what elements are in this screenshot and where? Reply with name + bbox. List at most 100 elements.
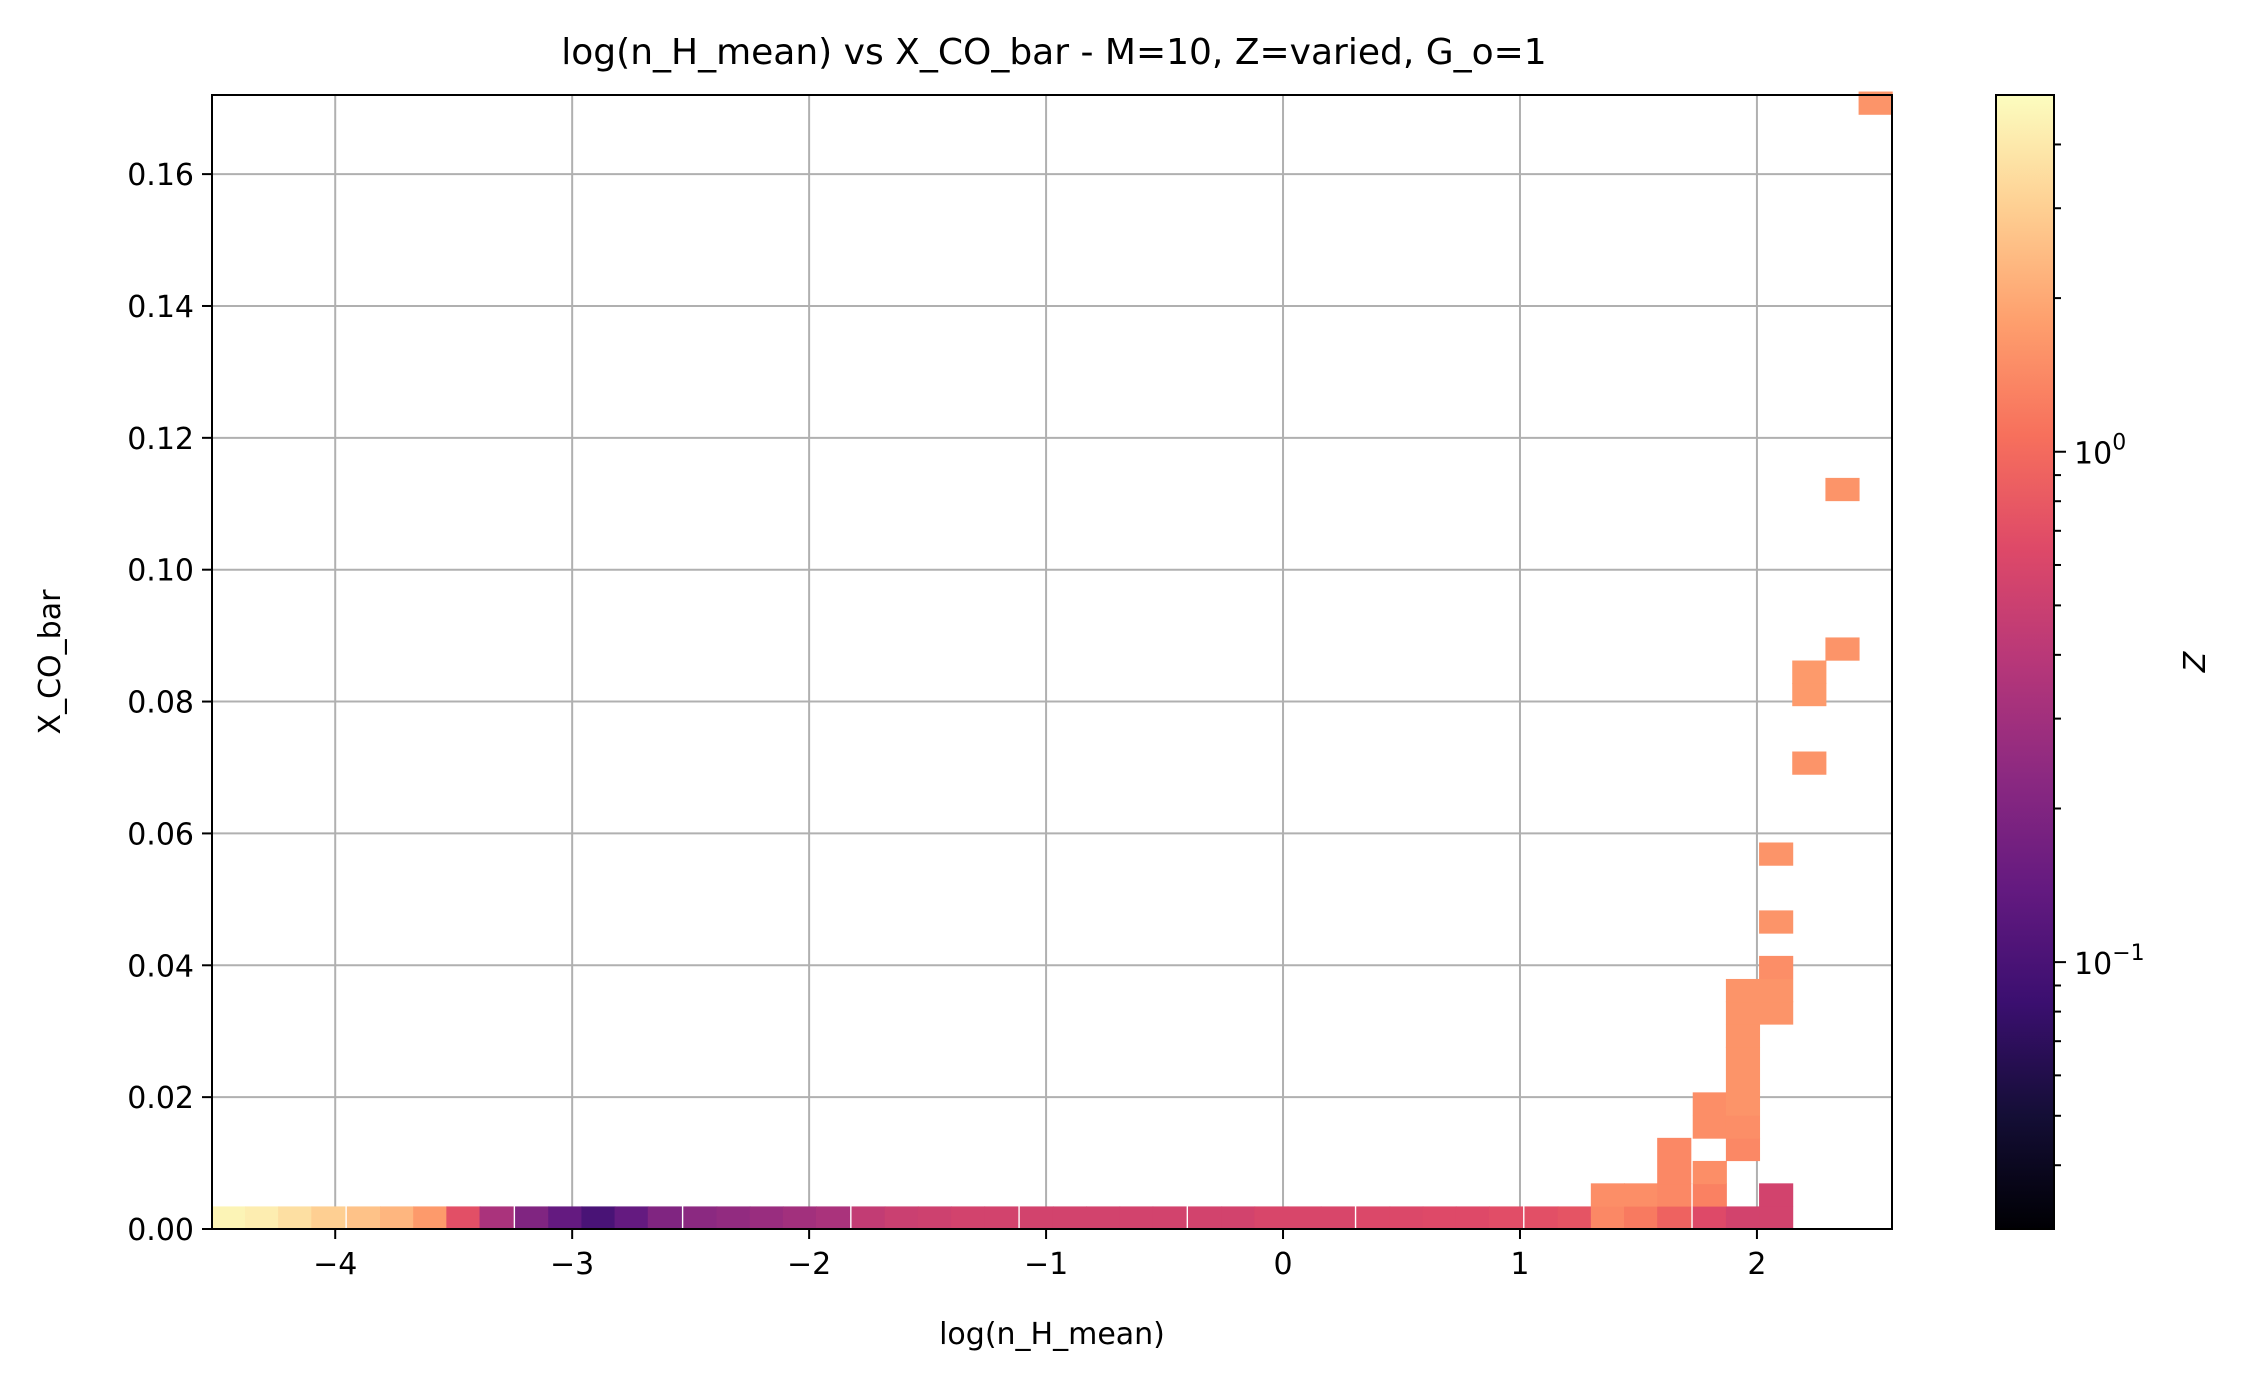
x-axis-label: log(n_H_mean)	[939, 1317, 1165, 1352]
colorbar-ticks: 10−1 100	[2054, 143, 2145, 1167]
x-tick-label: −4	[313, 1247, 357, 1282]
heatmap-cell	[1590, 1206, 1625, 1230]
heatmap-cell	[446, 1206, 481, 1230]
heatmap-cell	[581, 1206, 616, 1230]
x-tick-label: 0	[1273, 1247, 1292, 1282]
heatmap-cell	[1759, 910, 1794, 934]
heatmap-cell	[1759, 1183, 1794, 1207]
heatmap-cell	[1792, 751, 1827, 775]
plot-frame	[211, 94, 1893, 1230]
heatmap-cell	[1624, 1183, 1659, 1207]
heatmap-cell	[884, 1206, 919, 1230]
heatmap-cell	[1692, 1115, 1727, 1139]
y-tick-label: 0.00	[127, 1213, 194, 1248]
y-axis-label: X_CO_bar	[33, 589, 68, 735]
heatmap-cell	[1488, 1206, 1524, 1230]
heatmap-cell	[716, 1206, 751, 1230]
y-axis-ticks: 0.00 0.02 0.04 0.06 0.08 0.10 0.12 0.14 0.16	[127, 158, 212, 1248]
heatmap-cell	[278, 1206, 313, 1230]
heatmap-cell	[1422, 1206, 1457, 1230]
heatmap-cell	[1086, 1206, 1121, 1230]
heatmap-cell	[614, 1206, 649, 1230]
heatmap-cell	[1725, 1001, 1761, 1025]
heatmap-cell	[683, 1206, 718, 1230]
chart-title: log(n_H_mean) vs X_CO_bar - M=10, Z=vari…	[561, 32, 1546, 73]
heatmap-cell	[1792, 660, 1827, 684]
x-tick-label: −2	[787, 1247, 831, 1282]
y-tick-label: 0.12	[127, 422, 194, 457]
colorbar-tick-label: 10−1	[2074, 941, 2145, 982]
heatmap-cell	[1657, 1206, 1692, 1230]
heatmap-cell	[1052, 1206, 1088, 1230]
heatmap-cell	[1692, 1206, 1727, 1230]
y-tick-label: 0.06	[127, 817, 194, 852]
x-tick-label: −3	[550, 1247, 594, 1282]
heatmap-cell	[548, 1206, 583, 1230]
heatmap-cell	[1287, 1206, 1322, 1230]
heatmap-cell	[1759, 978, 1794, 1003]
y-tick-label: 0.08	[127, 686, 194, 721]
heatmap-cell	[1119, 1206, 1154, 1230]
heatmap-cell	[1725, 1069, 1761, 1094]
heatmap-cell	[1725, 1092, 1761, 1116]
heatmap-cell	[1825, 477, 1860, 502]
heatmap-cell	[515, 1206, 550, 1230]
heatmap-cell	[1858, 91, 1893, 115]
heatmap-cell	[1019, 1206, 1054, 1230]
heatmap-cell	[1725, 1206, 1761, 1230]
heatmap-cell	[211, 1206, 246, 1230]
heatmap-cell	[984, 1206, 1019, 1230]
heatmap-cell	[1657, 1183, 1692, 1207]
heatmap-cell	[782, 1206, 817, 1230]
heatmap-cell	[1759, 1206, 1794, 1230]
heatmap-cell	[1725, 1046, 1761, 1071]
heatmap-cell	[1657, 1160, 1692, 1185]
heatmap-cell	[1188, 1206, 1223, 1230]
heatmap-cell	[1759, 842, 1794, 866]
heatmap-cell	[380, 1206, 415, 1230]
colorbar	[1995, 94, 2055, 1230]
heatmap-cell	[1221, 1206, 1256, 1230]
heatmap-cell	[1725, 1115, 1761, 1139]
heatmap-cell	[244, 1206, 280, 1230]
heatmap-cell	[1725, 978, 1761, 1003]
heatmap-cell	[1725, 1137, 1761, 1162]
y-tick-label: 0.16	[127, 158, 194, 193]
heatmap-cell	[1254, 1206, 1289, 1230]
heatmap-cell	[1692, 1160, 1727, 1185]
heatmap-cell	[1524, 1206, 1559, 1230]
heatmap-cell	[311, 1206, 346, 1230]
heatmap-cell	[1320, 1206, 1355, 1230]
heatmap-cell	[951, 1206, 986, 1230]
heatmap-cell	[1152, 1206, 1187, 1230]
heatmap-cell	[1389, 1206, 1424, 1230]
heatmap-cell	[1759, 1001, 1794, 1025]
x-tick-label: 1	[1510, 1247, 1529, 1282]
heatmap-cell	[1590, 1183, 1625, 1207]
heatmap-cell	[1356, 1206, 1391, 1230]
heatmap-cell	[413, 1206, 448, 1230]
heatmap-cell	[479, 1206, 514, 1230]
heatmap-cell	[1557, 1206, 1592, 1230]
heatmap-cell	[1692, 1092, 1727, 1116]
heatmap-cell	[346, 1206, 381, 1230]
heatmap-cells	[211, 91, 1893, 1230]
x-axis-ticks: −4 −3 −2 −1 0 1 2	[313, 1229, 1766, 1282]
y-tick-label: 0.10	[127, 554, 194, 589]
heatmap-cell	[749, 1206, 784, 1230]
colorbar-label: Z	[2178, 650, 2213, 673]
colorbar-tick-label: 100	[2074, 431, 2126, 472]
y-tick-label: 0.02	[127, 1081, 194, 1116]
heatmap-cell	[917, 1206, 953, 1230]
heatmap-cell	[1657, 1137, 1692, 1162]
x-tick-label: 2	[1747, 1247, 1766, 1282]
heatmap-cell	[851, 1206, 886, 1230]
heatmap-cell	[1455, 1206, 1490, 1230]
grid-lines	[212, 95, 1892, 1230]
heatmap-cell	[815, 1206, 851, 1230]
y-tick-label: 0.04	[127, 949, 194, 984]
heatmap-cell	[647, 1206, 682, 1230]
heatmap-cell	[1759, 955, 1794, 980]
y-tick-label: 0.14	[127, 290, 194, 325]
